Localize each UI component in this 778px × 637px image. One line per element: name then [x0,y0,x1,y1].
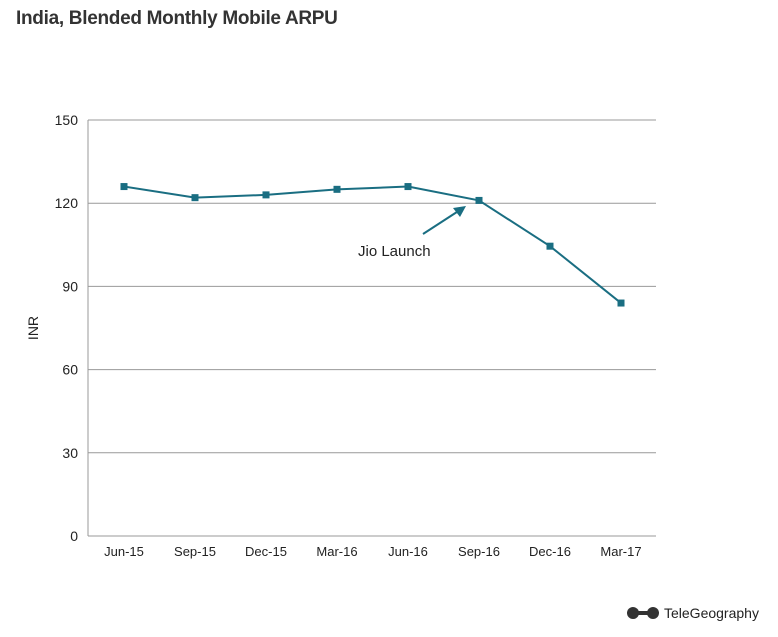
x-tick-label: Mar-16 [316,544,357,559]
chart-title: India, Blended Monthly Mobile ARPU [16,8,338,29]
data-point [191,194,199,202]
telegeography-logo-icon [627,607,659,619]
data-point [546,242,554,250]
y-tick-label: 120 [55,195,79,211]
data-point [475,196,483,204]
x-tick-label: Sep-15 [174,544,216,559]
data-point [404,183,412,191]
logo-text: TeleGeography [664,605,759,621]
x-tick-label: Mar-17 [600,544,641,559]
x-tick-label: Jun-15 [104,544,144,559]
y-tick-label: 150 [55,112,79,128]
series-line [123,185,622,304]
data-point [333,185,341,193]
data-point [120,183,128,191]
y-tick-label: 60 [62,362,78,378]
x-tick-label: Dec-15 [245,544,287,559]
annotation-arrow [422,209,461,235]
y-tick-label: 30 [62,445,78,461]
annotation-label: Jio Launch [358,243,431,260]
x-tick-label: Dec-16 [529,544,571,559]
data-point [617,299,625,307]
y-tick-label: 0 [70,528,78,544]
data-point [262,191,270,199]
x-tick-label: Jun-16 [388,544,428,559]
y-tick-label: 90 [62,278,78,294]
arrow-head-icon [453,206,466,217]
x-tick-label: Sep-16 [458,544,500,559]
y-axis-label: INR [25,316,41,340]
telegeography-logo: TeleGeography [626,605,759,621]
